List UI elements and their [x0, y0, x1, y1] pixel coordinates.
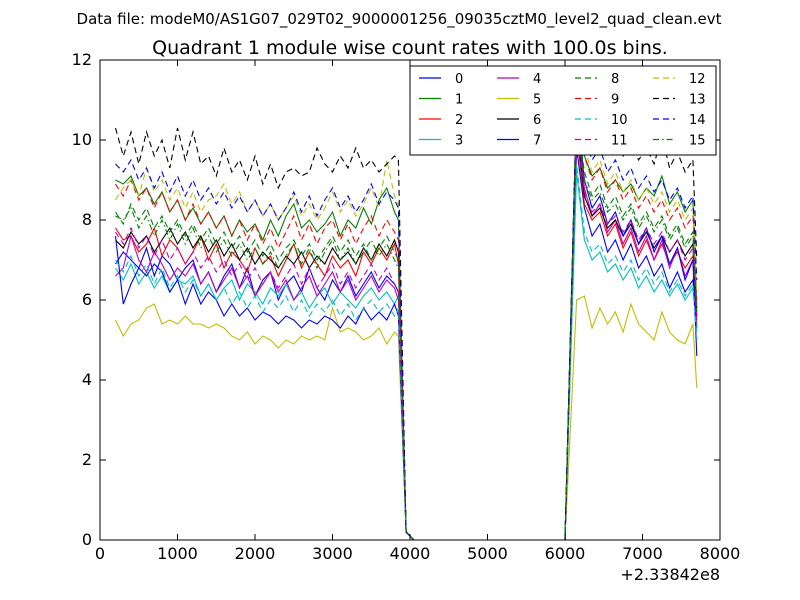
legend-label-13: 13 — [689, 93, 706, 108]
legend-label-1: 1 — [455, 93, 463, 108]
legend-label-8: 8 — [611, 72, 619, 87]
x-tick-label: 6000 — [545, 544, 586, 563]
legend-label-7: 7 — [533, 134, 541, 149]
x-tick-label: 7000 — [622, 544, 663, 563]
legend-label-2: 2 — [455, 113, 463, 128]
x-tick-label: 0 — [95, 544, 105, 563]
legend-label-6: 6 — [533, 113, 541, 128]
series-layer — [114, 98, 698, 541]
x-tick-label: 3000 — [312, 544, 353, 563]
chart-title: Quadrant 1 module wise count rates with … — [152, 37, 668, 59]
series-line-9 — [115, 103, 698, 541]
series-line-8 — [115, 111, 698, 541]
series-line-13 — [114, 98, 698, 541]
data-file-label: Data file: modeM0/AS1G07_029T02_90000012… — [77, 10, 722, 29]
legend-label-12: 12 — [689, 72, 706, 87]
legend-box — [409, 65, 717, 156]
y-tick-label: 2 — [82, 450, 92, 469]
legend-label-5: 5 — [533, 93, 541, 108]
x-tick-label: 4000 — [390, 544, 431, 563]
legend-label-14: 14 — [689, 113, 706, 128]
axis-layer: 0 1000 2000 3000 4000 5000 6000 7000 80000246810… — [72, 50, 741, 563]
series-line-6 — [115, 123, 698, 541]
series-line-4 — [115, 115, 698, 541]
series-line-10 — [115, 163, 698, 541]
series-line-14 — [115, 107, 698, 541]
y-tick-label: 10 — [72, 130, 92, 149]
series-line-2 — [115, 131, 698, 541]
y-tick-label: 12 — [72, 50, 92, 69]
series-line-7 — [114, 103, 698, 541]
y-tick-label: 0 — [82, 530, 92, 549]
series-line-1 — [115, 99, 698, 541]
series-line-12 — [115, 115, 698, 541]
legend-label-10: 10 — [611, 113, 628, 128]
series-line-0 — [115, 147, 698, 541]
x-tick-label: 1000 — [157, 544, 198, 563]
series-line-5 — [115, 295, 698, 541]
x-tick-label: 8000 — [700, 544, 741, 563]
series-line-11 — [115, 127, 698, 541]
x-tick-label: 2000 — [235, 544, 276, 563]
legend-label-0: 0 — [455, 72, 463, 87]
legend-label-15: 15 — [689, 134, 706, 149]
legend-label-9: 9 — [611, 93, 619, 108]
series-line-3 — [115, 171, 698, 541]
legend-label-11: 11 — [611, 134, 628, 149]
series-line-15 — [115, 119, 698, 541]
legend-label-4: 4 — [533, 72, 541, 87]
legend-label-3: 3 — [455, 134, 463, 149]
y-tick-label: 4 — [82, 370, 92, 389]
y-tick-label: 6 — [82, 290, 92, 309]
y-tick-label: 8 — [82, 210, 92, 229]
x-tick-label: 5000 — [467, 544, 508, 563]
x-offset-label: +2.33842e8 — [620, 565, 720, 584]
